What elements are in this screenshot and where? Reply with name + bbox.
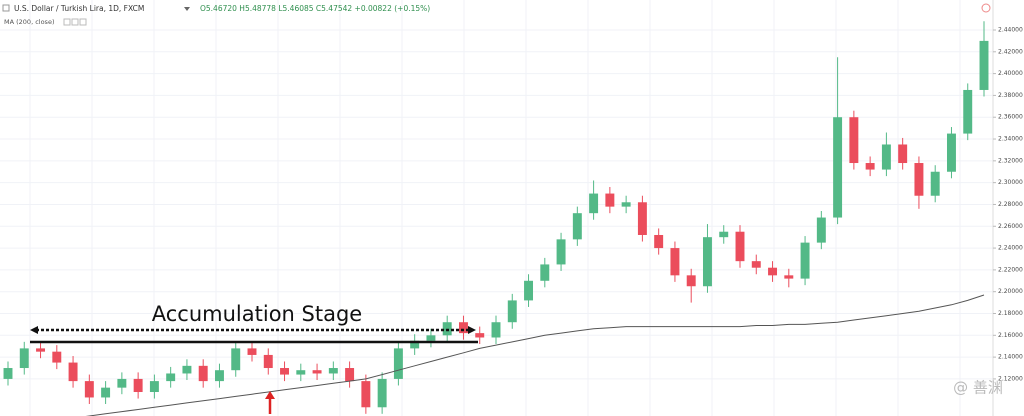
candle-body	[556, 239, 566, 265]
collapse-icon[interactable]	[2, 4, 10, 12]
candle-body	[670, 248, 680, 276]
indicator-icon[interactable]	[79, 18, 87, 26]
candle-body	[214, 370, 224, 382]
candle-body	[930, 171, 940, 196]
candle-body	[768, 267, 778, 276]
candle-body	[524, 280, 534, 301]
candle-body	[865, 163, 875, 170]
candle-body	[133, 378, 143, 393]
y-tick-label: 2.18000	[998, 310, 1023, 317]
y-tick-label: 2.26000	[998, 223, 1023, 230]
grid	[0, 0, 993, 416]
y-tick-label: 2.20000	[998, 288, 1023, 295]
candle-body	[117, 378, 127, 388]
candle-body	[881, 144, 891, 170]
candle-body	[898, 144, 908, 164]
y-axis: 2.12000 2.14000 2.16000 2.18000 2.20000 2.220…	[993, 26, 1023, 382]
annotation: Accumulation Stage	[152, 302, 362, 326]
arrow-head	[30, 326, 38, 334]
candle-body	[784, 275, 794, 279]
moving-average	[85, 294, 985, 416]
candle-body	[68, 362, 78, 382]
candle-body	[198, 365, 208, 382]
candle-body	[458, 322, 468, 334]
y-tick-label: 2.22000	[998, 266, 1023, 273]
candle-body	[312, 370, 322, 374]
y-tick-label: 2.30000	[998, 179, 1023, 186]
y-tick-label: 2.38000	[998, 92, 1023, 99]
settings-icon[interactable]	[981, 3, 991, 13]
candle-body	[475, 333, 485, 338]
watermark: @ 善渊	[953, 379, 1003, 397]
candle-body	[654, 234, 664, 249]
y-tick-label: 2.32000	[998, 157, 1023, 164]
candle-body	[540, 264, 550, 281]
y-tick-label: 2.44000	[998, 26, 1023, 33]
dropdown-icon[interactable]	[184, 7, 190, 11]
candle-body	[84, 381, 94, 398]
candle-body	[3, 368, 13, 379]
y-tick-label: 2.14000	[998, 354, 1023, 361]
candle-body	[247, 348, 257, 355]
candle-body	[328, 368, 338, 374]
candle-body	[686, 275, 696, 287]
candle-body	[36, 348, 46, 352]
candle-body	[263, 354, 273, 369]
candle-body	[182, 365, 192, 374]
y-tick-label: 2.36000	[998, 114, 1023, 121]
candle-body	[345, 368, 355, 382]
candle-body	[426, 335, 436, 341]
y-tick-label: 2.40000	[998, 70, 1023, 77]
chart-title: U.S. Dollar / Turkish Lira, 1D, FXCM	[14, 4, 144, 13]
candle-body	[166, 373, 176, 382]
indicator-icon[interactable]	[63, 18, 71, 26]
candle-body	[979, 40, 989, 90]
candle-body	[735, 231, 745, 262]
candle-body	[19, 348, 29, 369]
candle-body	[605, 193, 615, 207]
candle-body	[702, 237, 712, 287]
candle-body	[589, 193, 599, 214]
candle-body	[491, 322, 501, 338]
candle-body	[410, 340, 420, 349]
candle-body	[296, 370, 306, 375]
candle-body	[280, 368, 290, 375]
y-tick-label: 2.24000	[998, 245, 1023, 252]
candle-body	[719, 231, 729, 238]
y-tick-label: 2.12000	[998, 375, 1023, 382]
candle-body	[572, 213, 582, 240]
quote: O5.46720 H5.48778 L5.46085 C5.47542 +0.0…	[200, 4, 430, 13]
candle-body	[361, 381, 371, 408]
indicator-label: MA (200, close)	[4, 18, 54, 26]
candle-body	[377, 378, 387, 408]
candle-body	[507, 300, 517, 323]
candle-body	[914, 163, 924, 196]
candle-body	[946, 133, 956, 172]
y-tick-label: 2.28000	[998, 201, 1023, 208]
candle-body	[816, 217, 826, 243]
y-tick-label: 2.34000	[998, 136, 1023, 143]
candle-body	[800, 242, 810, 279]
candle-body	[751, 261, 761, 268]
candle-body	[849, 117, 859, 164]
y-tick-label: 2.42000	[998, 48, 1023, 55]
candles	[3, 21, 989, 416]
candle-body	[833, 117, 843, 218]
candle-body	[637, 202, 647, 235]
arrow-head	[468, 326, 476, 334]
indicator-icon[interactable]	[71, 18, 79, 26]
candle-body	[393, 348, 403, 379]
y-tick-label: 2.16000	[998, 332, 1023, 339]
candle-body	[621, 202, 631, 207]
candle-body	[101, 387, 111, 398]
candle-body	[149, 381, 159, 393]
candle-body	[52, 351, 62, 363]
red-arrow-head	[265, 391, 275, 399]
candle-body	[231, 348, 241, 371]
candle-body	[963, 89, 973, 134]
